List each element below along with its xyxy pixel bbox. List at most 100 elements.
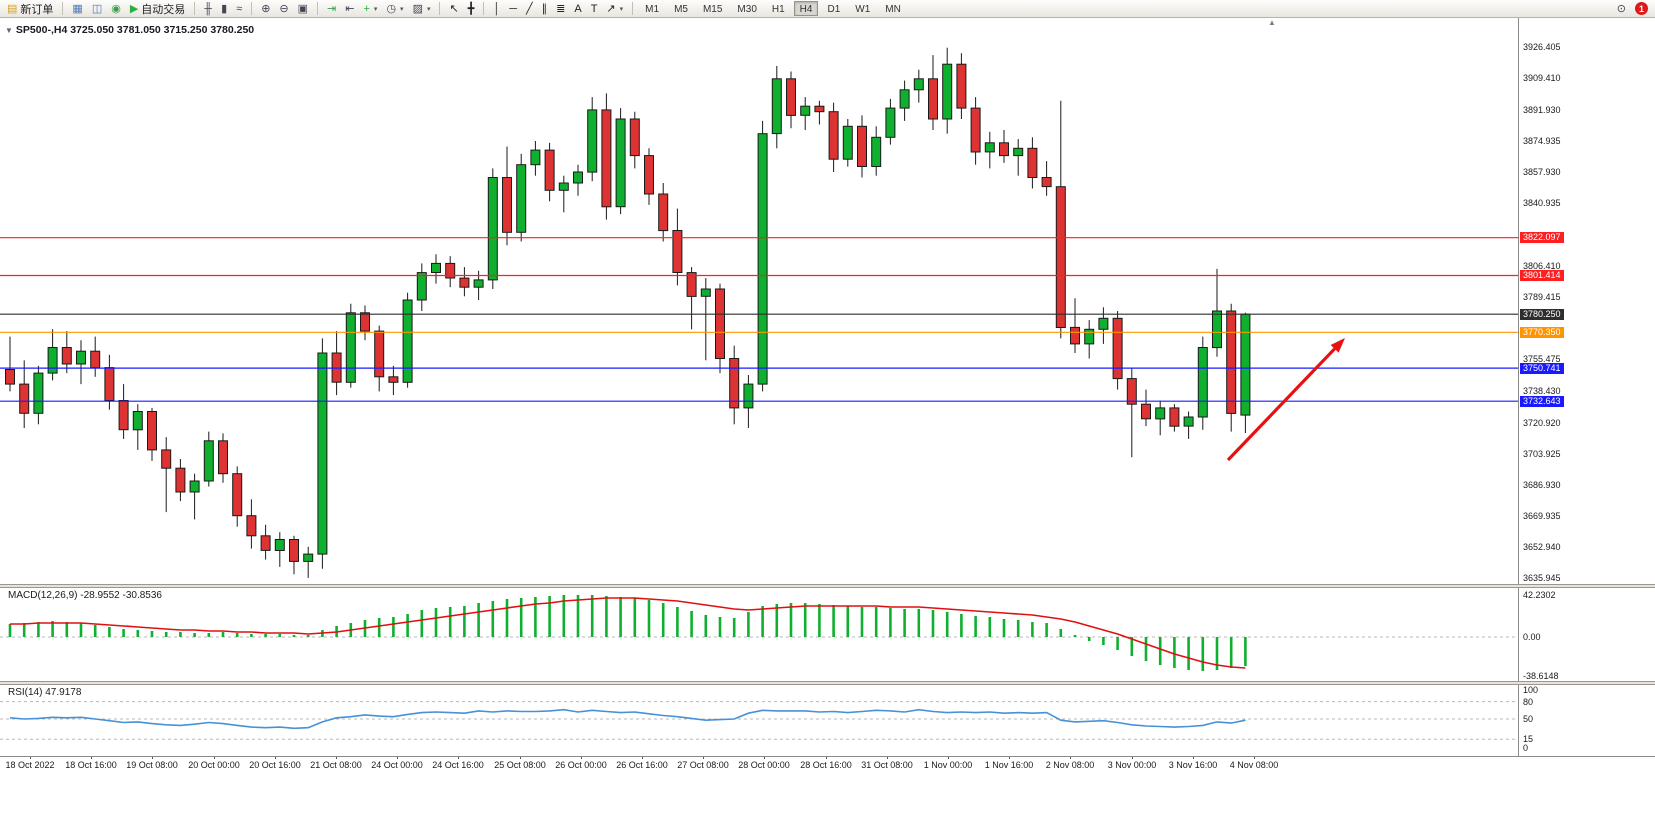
dropdown-caret-icon[interactable]: ▾: [619, 5, 624, 13]
macd-panel-canvas[interactable]: [0, 588, 1518, 681]
bar-chart-button[interactable]: ╫: [200, 1, 216, 17]
time-axis-label: 19 Oct 08:00: [126, 760, 178, 770]
time-axis-border: [0, 756, 1655, 757]
candle-bull: [1183, 416, 1194, 427]
toolbar-separator: [251, 2, 253, 15]
horizontal-line-button[interactable]: ─: [505, 1, 521, 17]
text-label-icon: T: [590, 2, 598, 15]
candle-bull: [1098, 317, 1109, 330]
fibonacci-button[interactable]: ≣: [552, 1, 569, 17]
candle-bull: [516, 164, 527, 233]
templates-button[interactable]: ▨ ▾: [409, 1, 435, 17]
time-axis-tick: [520, 756, 521, 759]
line-chart-button[interactable]: ≈: [232, 1, 246, 17]
new-order-icon: ▤: [7, 2, 18, 15]
new-chart-button[interactable]: + ▾: [359, 1, 381, 17]
arrows-button[interactable]: ↗ ▾: [602, 1, 627, 17]
candle-bear: [246, 515, 257, 537]
panel-separator-macd[interactable]: [0, 584, 1655, 588]
profiles-button[interactable]: ◷ ▾: [382, 1, 407, 17]
timeframe-m1-button[interactable]: M1: [645, 4, 660, 15]
dropdown-caret-icon[interactable]: ▾: [373, 5, 378, 13]
time-axis[interactable]: 18 Oct 2022 18 Oct 16:00 19 Oct 08:00 20 Oc…: [0, 756, 1655, 778]
timeframe-d1-button[interactable]: D1: [827, 4, 841, 15]
candle-bear: [161, 449, 172, 469]
time-axis-label: 3 Nov 00:00: [1107, 760, 1157, 770]
candle-bull: [942, 63, 953, 120]
zoom-in-button[interactable]: ⊕: [257, 1, 274, 17]
toolbar-separator: [194, 2, 196, 15]
trendline-button[interactable]: ╱: [522, 1, 537, 17]
time-axis-tick: [826, 756, 827, 759]
candlestick-chart-button[interactable]: ▮: [217, 1, 231, 17]
timeframe-h1-button[interactable]: H1: [771, 4, 785, 15]
channel-icon: ∥: [541, 2, 548, 15]
price-tick-label: 3874.935: [1523, 136, 1561, 146]
auto-scroll-button[interactable]: ⇥: [323, 1, 340, 17]
price-tick-label: 3703.925: [1523, 449, 1561, 459]
market-watch-button[interactable]: ◫: [88, 1, 106, 17]
rsi-panel-canvas[interactable]: [0, 685, 1518, 756]
timeframe-m30-button[interactable]: M30: [737, 4, 757, 15]
main-chart-canvas[interactable]: [0, 18, 1518, 584]
price-tag-3750.741: 3750.741: [1520, 363, 1564, 374]
crosshair-button[interactable]: ╋: [464, 1, 479, 17]
notifications-badge[interactable]: 1: [1635, 2, 1648, 15]
tile-windows-icon: ▣: [297, 2, 309, 15]
timeframe-mn-button[interactable]: MN: [885, 4, 901, 15]
candle-bull: [700, 288, 711, 297]
vertical-line-button[interactable]: │: [489, 1, 504, 17]
tile-windows-button[interactable]: ▣: [294, 1, 312, 17]
trend-arrow-annotation[interactable]: [1226, 347, 1336, 462]
chart-title: ▼ SP500-,H4 3725.050 3781.050 3715.250 37…: [5, 24, 254, 36]
dropdown-caret-icon[interactable]: ▾: [400, 5, 404, 13]
channel-button[interactable]: ∥: [538, 1, 552, 17]
macd-axis-label: 42.2302: [1523, 590, 1556, 600]
bar-chart-icon: ╫: [204, 2, 213, 15]
timeframe-m15-button[interactable]: M15: [702, 4, 723, 15]
chart-collapse-icon[interactable]: ▼: [5, 26, 13, 35]
new-order-button[interactable]: ▤ 新订单: [3, 1, 57, 17]
candle-bull: [1013, 147, 1024, 157]
time-axis-label: 24 Oct 16:00: [432, 760, 484, 770]
auto-trading-button[interactable]: ▶ 自动交易: [126, 1, 189, 17]
cursor-button[interactable]: ↖: [445, 1, 462, 17]
text-label-button[interactable]: T: [587, 1, 602, 17]
candle-bull: [189, 480, 200, 493]
market-watch-icon: ◫: [91, 2, 103, 15]
dropdown-caret-icon[interactable]: ▾: [426, 5, 431, 13]
toolbar-separator: [439, 2, 441, 15]
toolbar: ▤ 新订单 ▦ ◫ ◉ ▶ 自动交易 ╫ ▮ ≈ ⊕ ⊖ ▣ ⇥ ⇤ + ▾ ◷ ▾ ▨ ▾ ↖ ╋ │ ─ ╱ ∥ ≣ A T ↗ ▾ M1 M…: [0, 0, 1655, 18]
panel-separator-rsi[interactable]: [0, 681, 1655, 685]
rsi-axis-label: 15: [1523, 734, 1534, 744]
chart-shift-button[interactable]: ⇤: [341, 1, 358, 17]
time-axis-label: 2 Nov 08:00: [1045, 760, 1095, 770]
new-chart-icon: +: [363, 2, 370, 15]
timeframe-w1-button[interactable]: W1: [855, 4, 871, 15]
candle-bear: [289, 539, 299, 562]
arrows-icon: ↗: [606, 2, 616, 15]
candle-bear: [374, 330, 385, 378]
candle-bull: [402, 299, 413, 383]
candle-bear: [672, 230, 683, 273]
time-axis-tick: [948, 756, 949, 759]
charts-window-button[interactable]: ▦: [68, 1, 86, 17]
zoom-out-button[interactable]: ⊖: [275, 1, 292, 17]
price-axis[interactable]: 3926.405 3909.410 3891.930 3874.935 3857.930…: [1518, 18, 1655, 756]
navigator-button[interactable]: ◉: [107, 1, 125, 17]
time-axis-tick: [91, 756, 92, 759]
price-tag-3770.350: 3770.350: [1520, 327, 1564, 338]
chart-shift-marker[interactable]: ▲: [1268, 18, 1276, 27]
toolbar-separator: [483, 2, 485, 15]
timeframe-h4-button[interactable]: H4: [793, 1, 819, 16]
trend-arrow-head: [1330, 338, 1345, 353]
text-button[interactable]: A: [570, 1, 585, 17]
time-axis-tick: [458, 756, 459, 759]
candle-bull: [885, 107, 896, 138]
candle-bear: [644, 155, 654, 195]
vertical-line-icon: │: [493, 2, 501, 15]
candle-bear: [814, 105, 825, 113]
candle-bear: [1141, 403, 1151, 420]
timeframe-m5-button[interactable]: M5: [674, 4, 688, 15]
search-button[interactable]: ⊙: [1613, 1, 1630, 17]
